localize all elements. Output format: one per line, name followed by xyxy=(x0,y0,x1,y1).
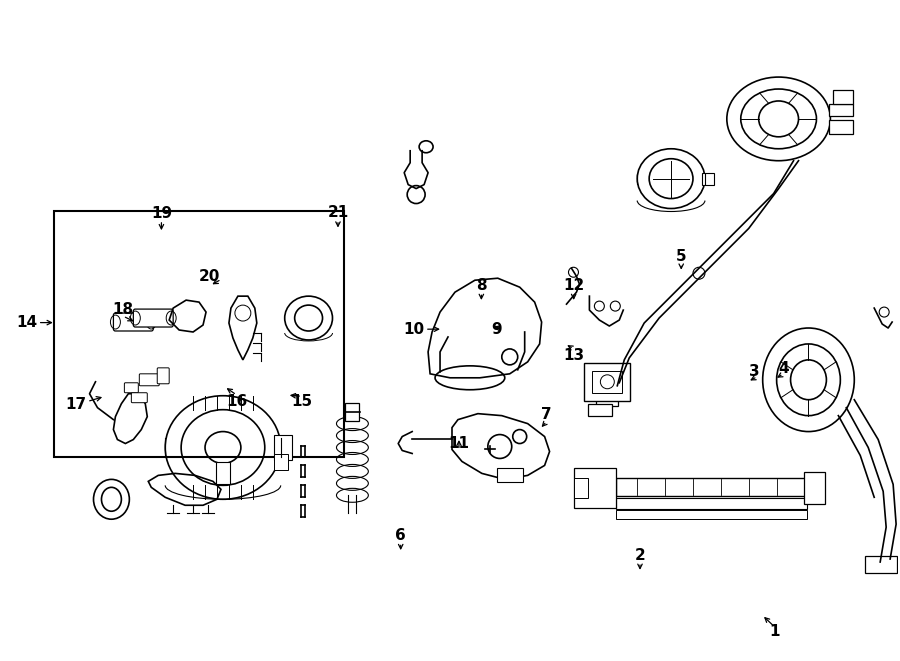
FancyBboxPatch shape xyxy=(702,173,714,184)
FancyBboxPatch shape xyxy=(274,455,288,471)
FancyBboxPatch shape xyxy=(865,556,897,573)
FancyBboxPatch shape xyxy=(804,473,825,504)
FancyBboxPatch shape xyxy=(616,498,807,509)
FancyBboxPatch shape xyxy=(131,393,148,403)
FancyBboxPatch shape xyxy=(833,90,853,104)
FancyBboxPatch shape xyxy=(346,403,359,420)
FancyBboxPatch shape xyxy=(616,510,807,519)
Text: 3: 3 xyxy=(750,364,760,379)
Text: 10: 10 xyxy=(403,322,425,336)
FancyBboxPatch shape xyxy=(216,463,230,485)
Text: 20: 20 xyxy=(199,269,220,284)
Text: 17: 17 xyxy=(65,397,86,412)
Text: 6: 6 xyxy=(395,528,406,543)
Text: 21: 21 xyxy=(328,204,348,219)
Text: 9: 9 xyxy=(491,322,502,336)
Text: 4: 4 xyxy=(778,361,788,376)
FancyBboxPatch shape xyxy=(497,469,523,483)
FancyBboxPatch shape xyxy=(124,383,139,393)
Text: 11: 11 xyxy=(448,436,470,451)
Text: 19: 19 xyxy=(151,206,172,221)
Text: 1: 1 xyxy=(770,625,779,639)
FancyBboxPatch shape xyxy=(140,374,159,386)
FancyBboxPatch shape xyxy=(158,368,169,384)
Text: 8: 8 xyxy=(476,278,487,293)
FancyBboxPatch shape xyxy=(113,313,153,331)
FancyBboxPatch shape xyxy=(584,363,630,401)
Text: 13: 13 xyxy=(563,348,584,363)
FancyBboxPatch shape xyxy=(574,469,617,508)
FancyBboxPatch shape xyxy=(616,479,807,496)
Text: 2: 2 xyxy=(634,548,645,563)
FancyBboxPatch shape xyxy=(589,374,618,394)
Text: 15: 15 xyxy=(292,394,312,409)
Text: 12: 12 xyxy=(563,278,584,293)
Text: 14: 14 xyxy=(16,315,38,330)
FancyBboxPatch shape xyxy=(597,392,618,406)
Text: 5: 5 xyxy=(676,249,687,264)
FancyBboxPatch shape xyxy=(830,120,853,134)
FancyBboxPatch shape xyxy=(592,371,622,393)
FancyBboxPatch shape xyxy=(574,479,589,498)
FancyBboxPatch shape xyxy=(589,404,612,416)
Text: 7: 7 xyxy=(542,407,552,422)
FancyBboxPatch shape xyxy=(133,309,173,327)
Text: 16: 16 xyxy=(226,394,248,409)
Bar xyxy=(54,211,344,457)
FancyBboxPatch shape xyxy=(830,104,853,116)
FancyBboxPatch shape xyxy=(274,434,292,461)
Text: 18: 18 xyxy=(112,302,133,317)
